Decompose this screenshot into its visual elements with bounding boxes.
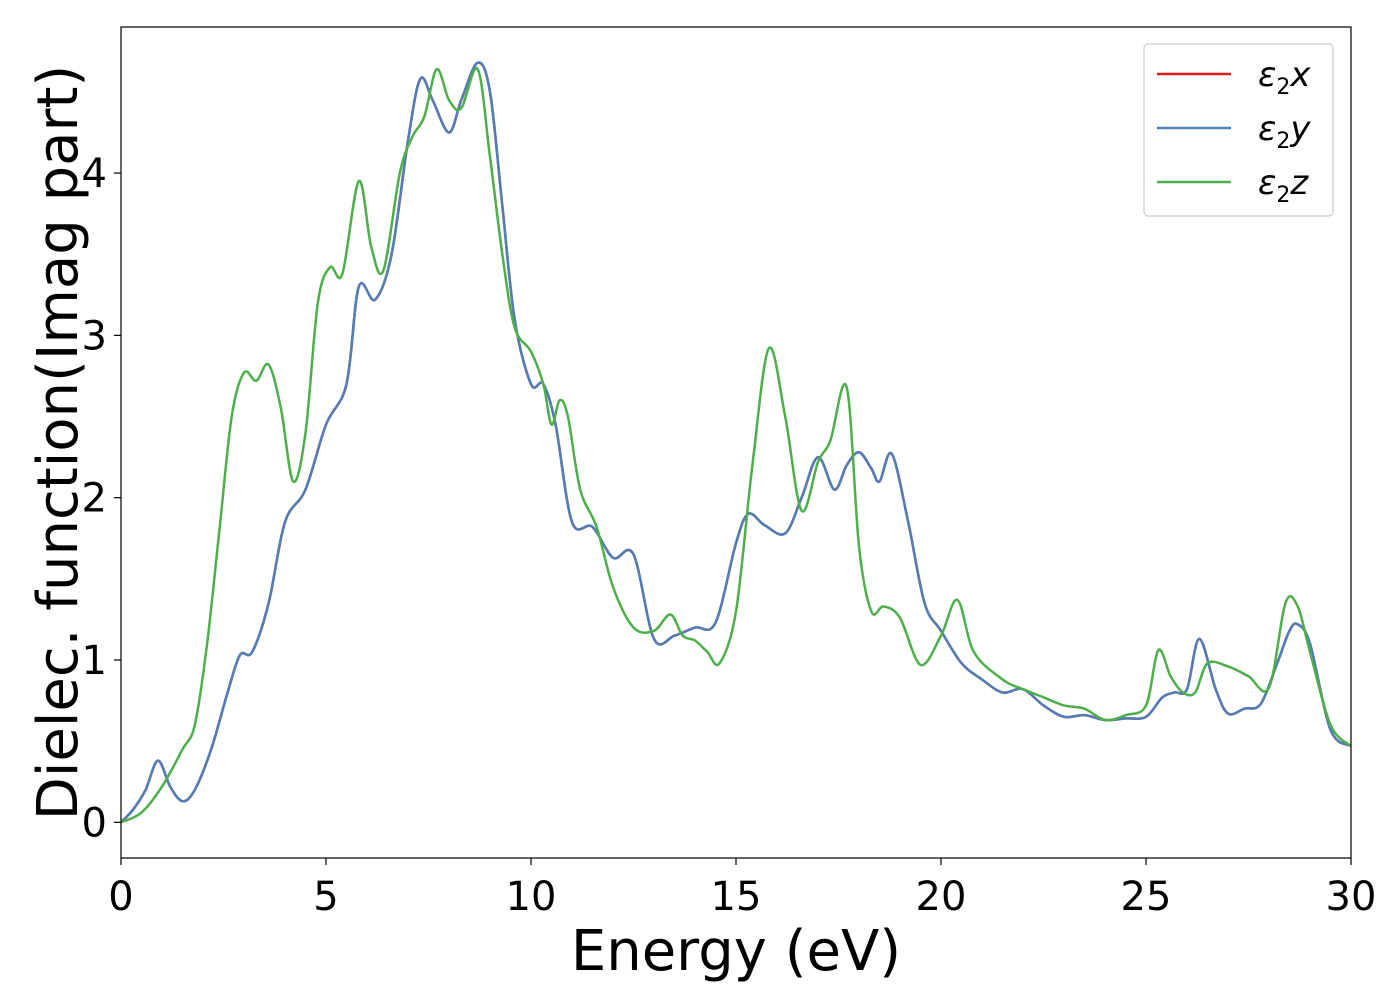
x-axis-ticks: 0 5 10 15 20 25 30 [108,858,1376,920]
y-tick-label: 3 [82,313,107,359]
legend-label-x: ε2x [1258,55,1311,100]
legend-label-y: ε2y [1258,109,1311,154]
x-tick-label: 25 [1121,874,1172,920]
legend-label-z: ε2z [1258,163,1309,208]
x-tick-label: 10 [506,874,557,920]
x-tick-label: 0 [108,874,133,920]
x-tick-label: 5 [313,874,338,920]
x-tick-label: 20 [916,874,967,920]
y-tick-label: 4 [82,151,107,197]
series-line-y [121,61,1351,824]
y-tick-label: 2 [82,476,107,522]
series-line-z [121,67,1351,824]
x-tick-label: 30 [1326,874,1377,920]
series-layer [121,61,1351,824]
x-axis-label: Energy (eV) [571,919,901,984]
x-tick-label: 15 [711,874,762,920]
legend-box [1143,43,1334,217]
y-tick-label: 1 [82,638,107,684]
y-axis-ticks: 0 1 2 3 4 [82,151,121,846]
legend: ε2x ε2y ε2z [1143,43,1334,217]
y-axis-label: Dielec. function(Imag part) [26,65,91,821]
y-tick-label: 0 [82,800,107,846]
